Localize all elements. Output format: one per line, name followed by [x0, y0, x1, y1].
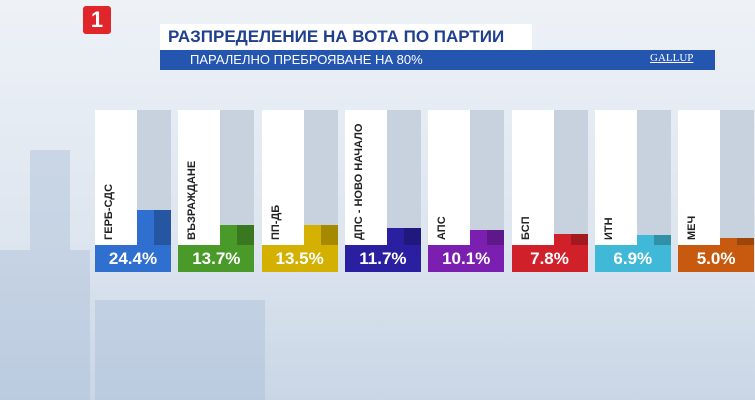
category-label: АПС [436, 216, 449, 240]
bar-panel [303, 110, 338, 245]
background-building [0, 250, 90, 400]
bar-panel [386, 110, 421, 245]
category-label: ВЪЗРАЖДАНЕ [186, 160, 199, 240]
bar-shade [487, 230, 505, 245]
value-label: 13.5% [261, 245, 338, 272]
category-label: ИТН [602, 217, 615, 240]
value-label: 24.4% [95, 245, 171, 272]
label-panel [261, 110, 304, 245]
value-label: 7.8% [511, 245, 588, 272]
bar-shade [320, 225, 338, 245]
value-label: 6.9% [594, 245, 671, 272]
bar-panel [470, 110, 505, 245]
bar [386, 228, 421, 245]
bar-panel [720, 110, 755, 245]
chart-subtitle: ПАРАЛЕЛНО ПРЕБРОЯВАНЕ НА 80% [160, 50, 715, 70]
chart-title: РАЗПРЕДЕЛЕНИЕ НА ВОТА ПО ПАРТИИ [160, 24, 532, 50]
bar-panel [553, 110, 588, 245]
value-label: 10.1% [428, 245, 505, 272]
bar [470, 230, 505, 245]
label-panel [594, 110, 637, 245]
label-panel [95, 110, 137, 245]
bar-shade [403, 228, 421, 245]
value-label: 11.7% [344, 245, 421, 272]
bar-shade [737, 237, 755, 245]
bar [720, 237, 755, 245]
category-label: ДПС - НОВО НАЧАЛО [352, 123, 365, 240]
source-logo: GALLUP [650, 52, 694, 64]
value-label: 5.0% [678, 245, 755, 272]
bar-panel [636, 110, 671, 245]
label-panel [511, 110, 554, 245]
bar [303, 225, 338, 245]
bar-shade [653, 234, 671, 245]
category-label: МЕЧ [686, 215, 699, 240]
bar [220, 225, 255, 245]
bar [636, 234, 671, 245]
bar [137, 209, 171, 245]
bar-panel [220, 110, 255, 245]
label-panel [428, 110, 471, 245]
bar [553, 233, 588, 245]
value-label: 13.7% [178, 245, 255, 272]
bar-shade [570, 233, 588, 245]
category-label: ГЕРБ-СДС [103, 183, 115, 240]
background-tower [30, 150, 70, 250]
label-panel [344, 110, 387, 245]
bar-shade [237, 225, 255, 245]
label-panel [678, 110, 721, 245]
background-building [95, 300, 265, 400]
category-label: ПП-ДБ [269, 204, 282, 240]
label-panel [178, 110, 221, 245]
channel-logo: 1 [83, 6, 111, 34]
bar-shade [154, 209, 171, 245]
category-label: БСП [519, 216, 532, 240]
